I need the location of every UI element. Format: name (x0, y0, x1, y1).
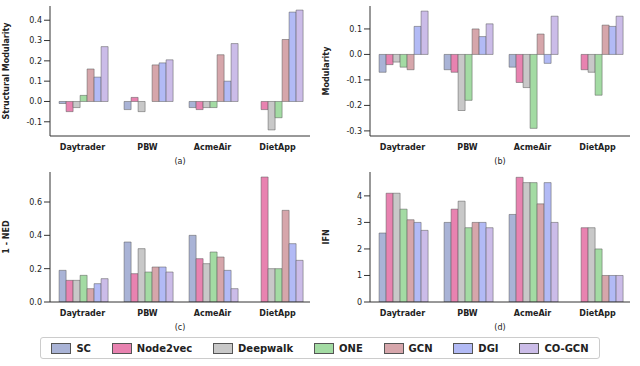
svg-text:0.0: 0.0 (29, 97, 42, 106)
html-text:Node2vec: Node2vec (136, 342, 193, 354)
svg-text:0.4: 0.4 (29, 231, 42, 240)
svg-text:DietApp: DietApp (259, 143, 296, 152)
svg-text:DietApp: DietApp (259, 309, 296, 318)
svg-text:AcmeAir: AcmeAir (514, 309, 552, 318)
html-text:CO-GCN: CO-GCN (544, 342, 589, 354)
svg-text:Daytrader: Daytrader (380, 143, 425, 152)
svg-text:(d): (d) (494, 323, 505, 332)
svg-text:PBW: PBW (137, 143, 158, 152)
svg-text:0.2: 0.2 (29, 265, 42, 274)
svg-text:Daytrader: Daytrader (380, 309, 425, 318)
svg-text:PBW: PBW (137, 309, 158, 318)
svg-text:0.1: 0.1 (349, 25, 362, 34)
svg-text:Modularity: Modularity (322, 46, 331, 96)
svg-text:3: 3 (357, 218, 362, 227)
svg-text:Structural Modularity: Structural Modularity (8, 22, 11, 120)
svg-text:0: 0 (357, 298, 362, 307)
svg-text:DietApp: DietApp (579, 143, 616, 152)
html-text:ONE: ONE (339, 342, 363, 354)
svg-text:2: 2 (357, 245, 362, 254)
svg-text:4: 4 (357, 192, 362, 201)
svg-text:0.2: 0.2 (29, 57, 42, 66)
svg-text:IFN: IFN (322, 229, 331, 244)
svg-text:0.0: 0.0 (29, 298, 42, 307)
svg-text:-0.3: -0.3 (346, 127, 362, 136)
svg-text:AcmeAir: AcmeAir (194, 309, 232, 318)
svg-text:AcmeAir: AcmeAir (194, 143, 232, 152)
svg-text:0.3: 0.3 (29, 36, 42, 45)
svg-text:1 - NED: 1 - NED (8, 220, 11, 254)
svg-text:PBW: PBW (457, 309, 478, 318)
svg-text:DietApp: DietApp (579, 309, 616, 318)
svg-text:-0.1: -0.1 (26, 118, 42, 127)
svg-text:Daytrader: Daytrader (60, 143, 105, 152)
svg-text:-0.1: -0.1 (346, 76, 362, 85)
svg-text:-0.2: -0.2 (346, 101, 362, 110)
svg-text:0.6: 0.6 (29, 198, 42, 207)
html-text:SC: SC (76, 342, 91, 354)
html-text:DGI: DGI (478, 342, 499, 354)
svg-text:Daytrader: Daytrader (60, 309, 105, 318)
svg-text:1: 1 (357, 271, 362, 280)
svg-text:(a): (a) (174, 157, 185, 166)
svg-text:0.1: 0.1 (29, 77, 42, 86)
html-text:Deepwalk: Deepwalk (238, 342, 294, 354)
svg-text:AcmeAir: AcmeAir (514, 143, 552, 152)
svg-text:(c): (c) (175, 323, 186, 332)
svg-text:0.4: 0.4 (29, 16, 42, 25)
svg-text:PBW: PBW (457, 143, 478, 152)
svg-text:(b): (b) (494, 157, 505, 166)
svg-text:0.0: 0.0 (349, 50, 362, 59)
html-text:GCN: GCN (408, 342, 433, 354)
